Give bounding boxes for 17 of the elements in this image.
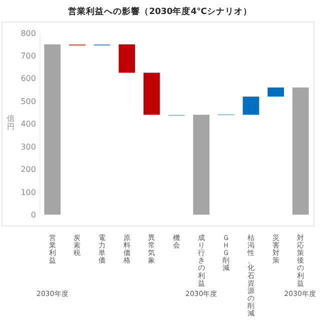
bar — [242, 96, 260, 115]
bar — [143, 72, 160, 115]
bar — [268, 88, 284, 97]
y-tick-label: 600 — [20, 74, 36, 84]
chart-title: 営業利益への影響（2030年度4℃シナリオ） — [68, 6, 252, 17]
y-tick-label: 200 — [20, 165, 36, 174]
y-tick-label: 0 — [30, 210, 36, 220]
y-tick-label: 500 — [20, 96, 36, 106]
y-tick-label: 400 — [20, 120, 36, 129]
y-tick-label: 700 — [20, 52, 36, 61]
bar — [118, 44, 136, 73]
bar — [292, 88, 309, 215]
bar — [193, 114, 210, 215]
y-tick-label: 300 — [20, 142, 36, 152]
y-tick-label: 800 — [20, 28, 36, 38]
bar — [44, 44, 61, 215]
y-tick-label: 100 — [20, 188, 36, 197]
